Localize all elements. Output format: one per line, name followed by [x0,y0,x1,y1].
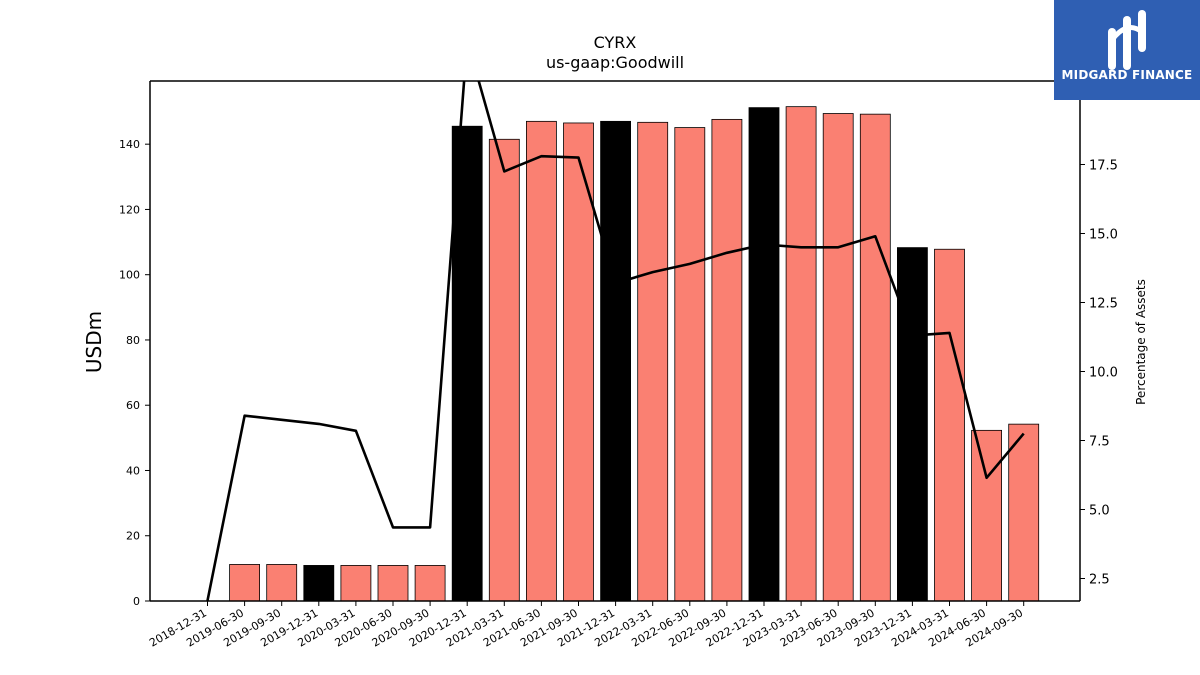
bar [785,106,817,601]
bar [711,118,743,601]
y-tick-label: 100 [119,269,140,282]
bar [897,247,928,601]
midgard-logo-icon [1108,10,1146,70]
y-tick-label: 140 [119,138,140,151]
bar [637,121,669,601]
bar [414,565,446,601]
bar [1008,423,1040,601]
bar [451,125,483,601]
y2-tick-label: 17.5 [1089,159,1118,174]
chart-subtitle: us-gaap:Goodwill [546,53,684,72]
brand-logo: MIDGARD FINANCE [1054,0,1200,100]
y-tick-label: 80 [126,334,140,347]
y2-tick-label: 10.0 [1089,366,1118,381]
bar [266,564,298,601]
y-axis-label: USDm [82,311,106,373]
bar [971,429,1002,601]
bar [934,248,965,601]
bar [563,122,594,601]
y-tick-label: 40 [126,464,140,477]
y2-tick-label: 12.5 [1089,297,1118,312]
y2-tick-label: 2.5 [1089,573,1110,588]
bar [748,107,780,601]
bar [674,127,706,601]
y-tick-label: 60 [126,399,140,412]
series-line [206,81,1025,601]
bar [822,113,854,601]
bar [229,564,261,601]
plot-content [206,81,1040,601]
bar [526,120,557,601]
y2-tick-label: 7.5 [1089,435,1110,450]
plot-area: 0 20 40 60 80 100 120 140 2.5 5.0 7.5 10.0 12.5 15.0 1… [119,80,1118,650]
y-tick-label: 0 [133,595,140,608]
bar [859,113,891,601]
brand-name: MIDGARD FINANCE [1061,68,1193,82]
y-tick-label: 120 [119,203,140,216]
bar [377,565,409,601]
bar [600,120,631,601]
bar [303,565,335,601]
bar [340,565,372,601]
y2-tick-label: 5.0 [1089,504,1110,519]
chart-title: CYRX [594,33,637,52]
bar [488,138,520,601]
y2-axis-label: Percentage of Assets [1134,279,1148,405]
y-tick-label: 20 [126,530,140,543]
y2-tick-label: 15.0 [1089,228,1118,243]
